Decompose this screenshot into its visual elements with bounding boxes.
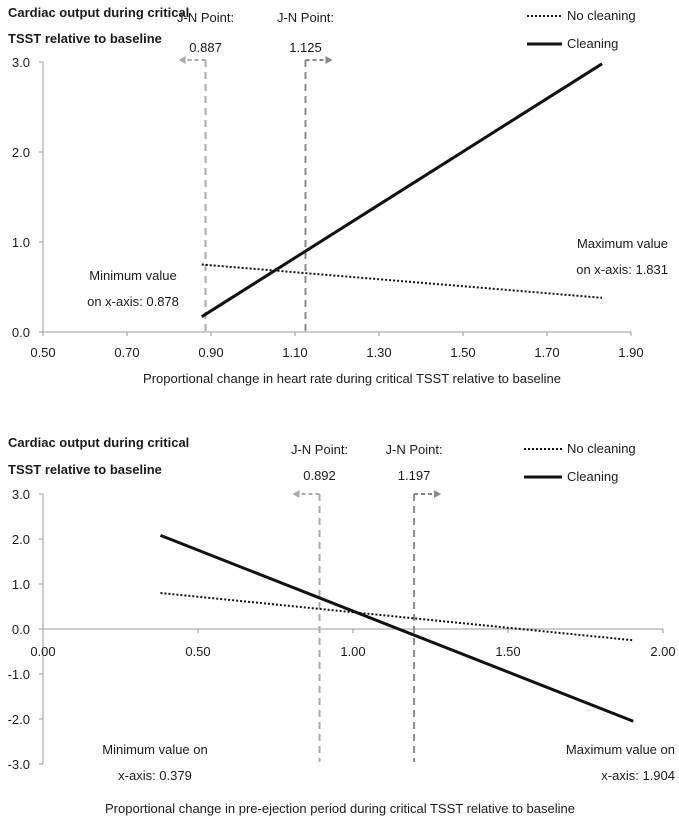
jn-arrow-head	[178, 56, 186, 64]
y-tick-label: 2.0	[12, 145, 30, 160]
y-tick-label: -1.0	[8, 667, 30, 682]
jn-point-value: 0.887	[189, 40, 222, 55]
x-tick-label: 0.90	[198, 345, 223, 360]
y-tick-label: -2.0	[8, 712, 30, 727]
max-value-annotation: x-axis: 1.904	[601, 768, 675, 783]
x-tick-label: 1.50	[450, 345, 475, 360]
legend-entry: No cleaning	[567, 8, 636, 23]
x-tick-label: 0.70	[114, 345, 139, 360]
legend-entry: Cleaning	[567, 36, 618, 51]
min-value-annotation: x-axis: 0.379	[118, 768, 192, 783]
legend-entry: Cleaning	[567, 469, 618, 484]
max-value-annotation: on x-axis: 1.831	[576, 262, 668, 277]
min-value-annotation: Minimum value on	[102, 742, 208, 757]
x-axis-title: Proportional change in heart rate during…	[143, 371, 561, 386]
jn-point-value: 0.892	[303, 468, 336, 483]
y-tick-label: -3.0	[8, 757, 30, 772]
x-tick-label: 1.90	[618, 345, 643, 360]
max-value-annotation: Maximum value	[577, 236, 668, 251]
jn-point-label: J-N Point:	[277, 10, 334, 25]
jn-point-value: 1.125	[289, 40, 322, 55]
x-tick-label: 1.30	[366, 345, 391, 360]
series-line-no-cleaning	[160, 592, 634, 642]
jn-point-label: J-N Point:	[177, 10, 234, 25]
y-tick-label: 2.0	[12, 532, 30, 547]
series-line-cleaning	[159, 534, 634, 723]
x-tick-label: 0.50	[30, 345, 55, 360]
x-tick-label: 1.10	[282, 345, 307, 360]
chart-title: TSST relative to baseline	[8, 31, 162, 46]
x-tick-label: 1.70	[534, 345, 559, 360]
x-tick-label: 0.00	[30, 644, 55, 659]
jn-point-label: J-N Point:	[386, 442, 443, 457]
min-value-annotation: Minimum value	[89, 268, 176, 283]
series-line-no-cleaning	[201, 263, 603, 299]
chart-2: Cardiac output during critical TSST relat…	[8, 435, 676, 816]
legend-entry: No cleaning	[567, 441, 636, 456]
x-axis-title: Proportional change in pre-ejection peri…	[105, 801, 575, 816]
y-tick-label: 3.0	[12, 487, 30, 502]
x-tick-label: 1.50	[495, 644, 520, 659]
jn-arrow-head	[434, 490, 442, 498]
jn-arrow-head	[292, 490, 300, 498]
x-tick-label: 1.00	[340, 644, 365, 659]
chart-title: Cardiac output during critical	[8, 5, 189, 20]
y-tick-label: 1.0	[12, 577, 30, 592]
y-tick-label: 0.0	[12, 325, 30, 340]
jn-point-value: 1.197	[398, 468, 431, 483]
chart-title: TSST relative to baseline	[8, 462, 162, 477]
chart-title: Cardiac output during critical	[8, 435, 189, 450]
y-tick-label: 1.0	[12, 235, 30, 250]
y-tick-label: 0.0	[12, 622, 30, 637]
x-tick-label: 2.00	[650, 644, 675, 659]
min-value-annotation: on x-axis: 0.878	[87, 294, 179, 309]
x-tick-label: 0.50	[185, 644, 210, 659]
max-value-annotation: Maximum value on	[566, 742, 675, 757]
chart-1: Cardiac output during critical TSST relat…	[8, 5, 668, 386]
y-tick-label: 3.0	[12, 55, 30, 70]
jn-point-label: J-N Point:	[291, 442, 348, 457]
jn-arrow-head	[325, 56, 333, 64]
series-line-cleaning	[200, 62, 603, 318]
